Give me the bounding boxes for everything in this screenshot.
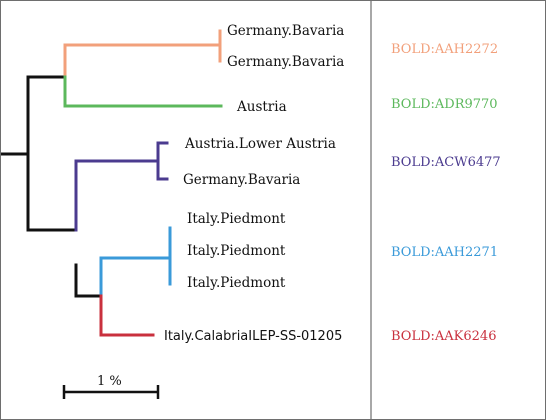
tip-label-italy-piedmont: Italy.Piedmont — [187, 275, 286, 291]
tip-label-germany-bavaria: Germany.Bavaria — [183, 172, 300, 188]
tip-label-austria-lower-austria: Austria.Lower Austria — [184, 136, 336, 152]
bin-label-aah2271: BOLD:AAH2271 — [391, 245, 498, 260]
clade-aah2272-stem — [63, 43, 222, 79]
clade-aah2272 — [63, 29, 222, 79]
clade-adr9770 — [63, 75, 223, 108]
scale-bar-label: 1 % — [97, 374, 122, 389]
bin-label-aah2272: BOLD:AAH2272 — [391, 42, 498, 57]
scale-bar — [62, 385, 160, 399]
clade-acw6477-stem — [74, 159, 160, 232]
clade-acw6477 — [74, 141, 169, 232]
tree-backbone — [1, 75, 103, 298]
tip-label-italy-piedmont: Italy.Piedmont — [187, 211, 286, 227]
tip-label-italy-calabria: Italy.CalabriaILEP-SS-01205 — [164, 329, 342, 344]
clade-aak6246 — [99, 294, 155, 337]
bin-label-adr9770: BOLD:ADR9770 — [391, 97, 498, 112]
clade-acw6477-tips — [156, 141, 169, 181]
tip-label-italy-piedmont: Italy.Piedmont — [187, 243, 286, 259]
bin-label-acw6477: BOLD:ACW6477 — [391, 155, 501, 170]
tip-label-germany-bavaria: Germany.Bavaria — [227, 54, 344, 70]
lower-clade-connector — [74, 263, 103, 298]
clade-aah2271-stem — [99, 256, 172, 298]
clade-aah2271 — [99, 226, 172, 298]
bin-label-aak6246: BOLD:AAK6246 — [391, 329, 496, 344]
tip-label-austria: Austria — [236, 99, 287, 115]
clade-adr9770-branch — [63, 75, 223, 108]
clade-aak6246-branch — [99, 294, 155, 337]
tip-label-germany-bavaria: Germany.Bavaria — [227, 23, 344, 39]
